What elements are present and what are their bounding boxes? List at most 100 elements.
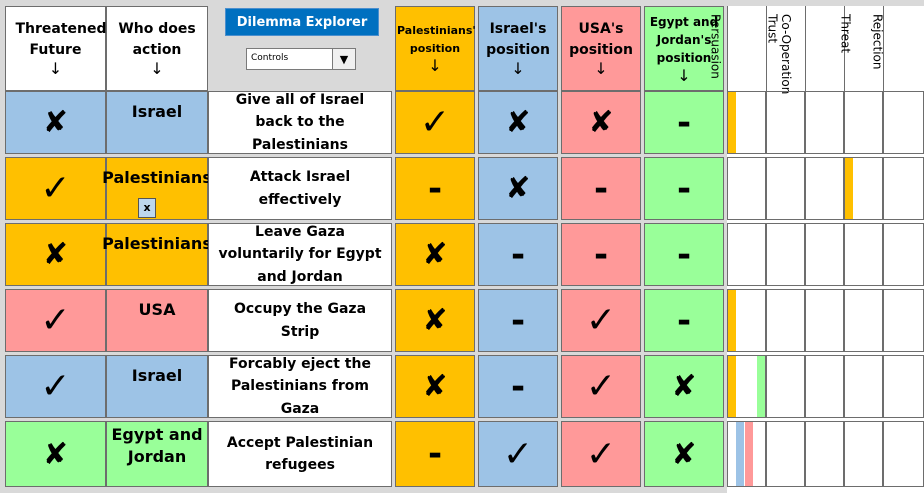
strategy-cell	[844, 289, 883, 352]
egypt-jordan-position-cell: -	[644, 223, 724, 286]
egypt-jordan-position-cell: ✘	[644, 355, 724, 418]
strategy-cell	[727, 157, 766, 220]
chevron-down-icon[interactable]: ▼	[332, 49, 355, 69]
israels-position-cell: -	[478, 289, 558, 352]
strategy-cell	[844, 157, 883, 220]
strategy-cell	[727, 355, 766, 418]
strategy-cell	[883, 91, 924, 154]
strategy-cell	[844, 355, 883, 418]
strategy-cell	[805, 355, 844, 418]
israels-position-cell: ✘	[478, 157, 558, 220]
strategy-header-persuasion: Persuasion	[708, 6, 767, 91]
dilemma-explorer-button[interactable]: Dilemma Explorer	[225, 8, 379, 36]
strategy-cell	[805, 91, 844, 154]
header-usas-position: USA's position ↓	[561, 6, 641, 91]
strategy-header-trust: Trust	[765, 6, 806, 91]
egypt-jordan-position-cell: ✘	[644, 421, 724, 487]
strategy-cell	[883, 355, 924, 418]
header-israels-position: Israel's position ↓	[478, 6, 558, 91]
strategy-cell	[844, 91, 883, 154]
down-arrow-icon: ↓	[511, 59, 525, 78]
dilemma-explorer-label: Dilemma Explorer	[236, 14, 368, 30]
action-cell: Leave Gaza voluntarily for Egypt and Jor…	[208, 223, 392, 286]
header-egypt-jordan-label: Egypt and Jordan's position	[649, 14, 719, 65]
strategy-header-threat: Threat	[838, 6, 884, 91]
persuasion-indicator-bar	[736, 422, 744, 486]
palestinians-position-cell: ✘	[395, 355, 475, 418]
strategy-cell	[883, 289, 924, 352]
threatened-future-cell: ✓	[5, 157, 106, 220]
palestinians-position-cell: ✘	[395, 289, 475, 352]
usas-position-cell: ✓	[561, 289, 641, 352]
strategy-cell	[766, 91, 805, 154]
who-does-action-cell: Israel	[106, 355, 208, 418]
strategy-cell	[844, 421, 883, 487]
israels-position-cell: ✓	[478, 421, 558, 487]
strategy-cell	[883, 157, 924, 220]
usas-position-cell: ✓	[561, 421, 641, 487]
strategy-cell	[727, 91, 766, 154]
egypt-jordan-position-cell: -	[644, 289, 724, 352]
strategy-cell	[805, 157, 844, 220]
strategy-cell	[883, 223, 924, 286]
egypt-jordan-position-cell: -	[644, 91, 724, 154]
action-cell: Attack Israel effectively	[208, 157, 392, 220]
header-who-label: Who does action	[118, 21, 196, 58]
persuasion-indicator-bar	[728, 290, 736, 351]
who-does-action-cell: USA	[106, 289, 208, 352]
strategy-cell	[805, 223, 844, 286]
trust-indicator-bar	[757, 356, 765, 417]
usas-position-cell: ✓	[561, 355, 641, 418]
strategy-cell	[805, 289, 844, 352]
threatened-future-cell: ✓	[5, 289, 106, 352]
strategy-cell	[727, 223, 766, 286]
header-usas-label: USA's position	[569, 21, 633, 58]
action-cell: Accept Palestinian refugees	[208, 421, 392, 487]
strategy-cell	[766, 157, 805, 220]
israels-position-cell: -	[478, 223, 558, 286]
strategy-cell	[844, 223, 883, 286]
header-israels-label: Israel's position	[486, 21, 550, 58]
strategy-cell	[766, 223, 805, 286]
palestinians-position-cell: ✓	[395, 91, 475, 154]
header-who-does-action: Who does action ↓	[106, 6, 208, 91]
palestinians-position-cell: -	[395, 157, 475, 220]
header-palestinians-position: Palestinians' position ↓	[395, 6, 476, 91]
usas-position-cell: -	[561, 223, 641, 286]
israels-position-cell: -	[478, 355, 558, 418]
strategy-cell	[805, 421, 844, 487]
action-cell: Forcably eject the Palestinians from Gaz…	[208, 355, 392, 418]
strategy-cell	[766, 289, 805, 352]
strategy-cell	[766, 355, 805, 418]
down-arrow-icon: ↓	[594, 59, 608, 78]
who-does-action-cell: Palestinians x	[102, 157, 212, 220]
persuasion-indicator-bar	[728, 356, 736, 417]
who-does-action-cell: Israel	[106, 91, 208, 154]
controls-dropdown-value: Controls	[251, 53, 289, 63]
israels-position-cell: ✘	[478, 91, 558, 154]
action-cell: Give all of Israel back to the Palestini…	[208, 91, 392, 154]
persuasion-indicator-bar	[728, 92, 736, 153]
who-does-action-label: Palestinians	[102, 168, 212, 187]
header-threatened-label: Threatened Future	[15, 21, 107, 58]
strategy-header-co-operation: Co-Operation	[778, 6, 845, 94]
threatened-future-cell: ✘	[5, 223, 106, 286]
down-arrow-icon: ↓	[150, 59, 164, 78]
strategy-header-rejection: Rejection	[870, 6, 924, 91]
header-palestinians-label: Palestinians' position	[397, 24, 476, 55]
persuasion-indicator-bar	[745, 422, 753, 486]
strategy-cell	[727, 421, 766, 487]
usas-position-cell: ✘	[561, 91, 641, 154]
strategy-cell	[766, 421, 805, 487]
who-does-action-cell: Palestinians	[102, 223, 212, 286]
who-does-action-cell: Egypt and Jordan	[106, 421, 208, 487]
header-egypt-jordan-position: Egypt and Jordan's position ↓	[644, 6, 724, 91]
strategy-cell	[883, 421, 924, 487]
threat-indicator-bar	[845, 158, 853, 219]
palestinians-position-cell: ✘	[395, 223, 475, 286]
threatened-future-cell: ✓	[5, 355, 106, 418]
controls-dropdown[interactable]: Controls ▼	[246, 48, 356, 70]
threatened-future-cell: ✘	[5, 421, 106, 487]
cross-checkbox[interactable]: x	[138, 198, 156, 218]
palestinians-position-cell: -	[395, 421, 475, 487]
